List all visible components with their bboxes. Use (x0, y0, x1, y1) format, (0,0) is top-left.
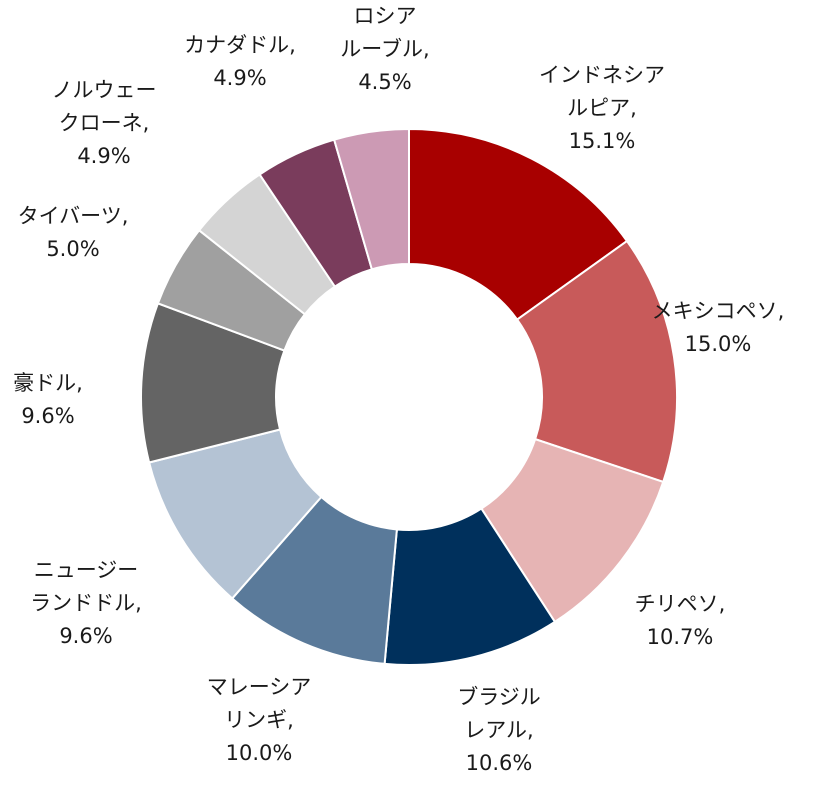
slice-8-value-label: 4.9% (77, 144, 130, 168)
slice-0-value-label: 15.1% (569, 129, 636, 153)
slice-0-label-line-0: インドネシア (539, 63, 665, 87)
slice-1-label-line-0: メキシコペソ, (652, 299, 785, 323)
slice-5-label-line-0: ニュージー (34, 558, 139, 582)
slice-6-value-label: 9.6% (21, 404, 74, 428)
slice-8-label-line-1: クローネ, (59, 111, 150, 135)
slice-7-label-line-0: タイバーツ, (18, 204, 129, 228)
slice-3-value-label: 10.6% (466, 751, 533, 775)
slice-0-label-line-1: ルピア, (567, 96, 637, 120)
slice-7-value-label: 5.0% (46, 237, 99, 261)
slice-4-label-line-1: リンギ, (224, 708, 294, 732)
slice-9-value-label: 4.9% (213, 66, 266, 90)
slice-4-value-label: 10.0% (226, 741, 293, 765)
slice-5-value-label: 9.6% (59, 624, 112, 648)
slice-10-label-line-0: ロシア (354, 4, 417, 28)
slice-10 (332, 127, 410, 271)
slice-3-label-line-1: レアル, (464, 718, 533, 742)
slice-8-label-line-0: ノルウェー (52, 78, 157, 102)
slice-5-label-line-1: ランドドル, (30, 591, 142, 615)
slice-2-label-line-0: チリペソ, (635, 592, 726, 616)
slice-9-label-line-0: カナダドル, (184, 33, 296, 57)
slice-1-value-label: 15.0% (685, 332, 752, 356)
slice-2-value-label: 10.7% (647, 625, 714, 649)
slice-1 (515, 239, 678, 484)
slice-10-label-line-1: ルーブル, (340, 37, 429, 61)
slice-6-label-line-0: 豪ドル, (13, 371, 83, 395)
slice-10-value-label: 4.5% (358, 70, 411, 94)
slice-3-label-line-0: ブラジル (457, 685, 541, 709)
slice-0 (408, 127, 629, 321)
slice-4-label-line-0: マレーシア (207, 675, 312, 699)
slices-group (140, 127, 678, 666)
